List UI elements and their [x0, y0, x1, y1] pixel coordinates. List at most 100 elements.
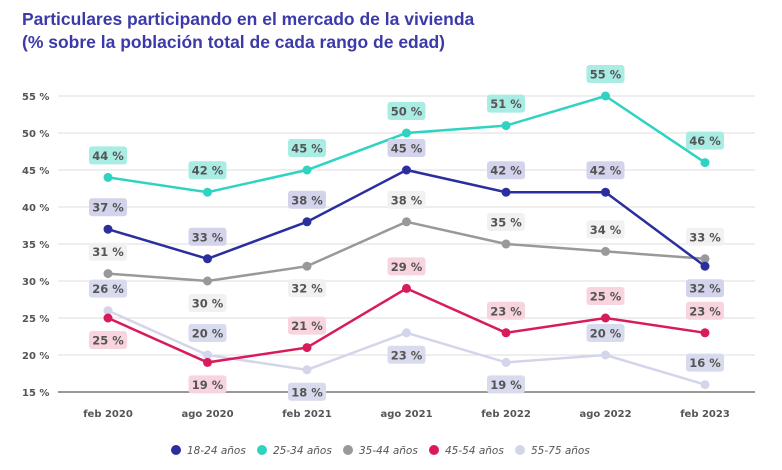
- y-tick-label: 55 %: [22, 92, 49, 103]
- data-label-bg: [387, 102, 426, 120]
- data-label-bg: [387, 257, 426, 276]
- data-point: [601, 91, 610, 101]
- data-label: 25 %: [92, 334, 124, 348]
- data-point: [203, 350, 212, 360]
- data-label-bg: [387, 345, 426, 364]
- data-label: 23 %: [689, 304, 721, 318]
- data-label-bg: [188, 324, 227, 342]
- legend-marker: [257, 445, 267, 455]
- data-label-bg: [188, 375, 227, 394]
- data-label-bg: [89, 198, 127, 217]
- data-point: [501, 187, 511, 197]
- y-tick-label: 30 %: [22, 277, 49, 288]
- legend-label: 35-44 años: [359, 445, 418, 457]
- data-label: 42 %: [490, 164, 522, 178]
- data-point: [601, 187, 610, 197]
- x-tick-label: feb 2022: [481, 409, 531, 420]
- data-point: [501, 328, 511, 338]
- data-label-bg: [586, 287, 625, 305]
- y-tick-label: 15 %: [22, 388, 49, 399]
- data-label: 32 %: [291, 282, 323, 296]
- data-label-bg: [686, 353, 724, 372]
- data-label: 16 %: [689, 356, 721, 370]
- legend-label: 55-75 años: [531, 445, 590, 457]
- x-tick-label: feb 2020: [83, 409, 133, 420]
- legend-marker: [515, 445, 525, 455]
- data-point: [302, 343, 312, 353]
- data-label: 23 %: [490, 304, 522, 318]
- data-point: [501, 121, 511, 131]
- data-label-bg: [586, 161, 625, 180]
- data-point: [402, 283, 411, 293]
- data-point: [302, 217, 312, 227]
- y-tick-label: 50 %: [22, 129, 49, 140]
- data-label-bg: [89, 331, 127, 349]
- data-point: [203, 187, 212, 197]
- data-label-bg: [288, 190, 326, 209]
- data-label: 46 %: [689, 134, 721, 148]
- data-label-bg: [686, 131, 724, 150]
- data-label: 34 %: [590, 223, 622, 237]
- data-label-bg: [487, 94, 525, 113]
- data-label: 45 %: [391, 142, 423, 156]
- data-label: 37 %: [92, 201, 124, 215]
- data-label: 51 %: [490, 97, 522, 111]
- data-label: 38 %: [391, 193, 423, 207]
- x-tick-label: ago 2021: [380, 409, 432, 420]
- data-label: 50 %: [391, 105, 423, 119]
- data-label: 26 %: [92, 282, 124, 296]
- legend-label: 25-34 años: [273, 445, 332, 457]
- data-label: 55 %: [590, 68, 622, 82]
- data-point: [103, 313, 113, 323]
- y-tick-label: 25 %: [22, 314, 49, 325]
- data-label: 33 %: [689, 230, 721, 244]
- legend-label: 18-24 años: [187, 445, 246, 457]
- data-point: [700, 261, 710, 271]
- data-label-bg: [188, 161, 227, 180]
- data-label: 20 %: [192, 327, 224, 341]
- data-label-bg: [487, 301, 525, 320]
- data-label-bg: [188, 227, 227, 246]
- data-point: [203, 276, 212, 286]
- chart-title: Particulares participando en el mercado …: [22, 8, 474, 54]
- y-tick-label: 20 %: [22, 351, 49, 362]
- data-label: 42 %: [192, 164, 224, 178]
- title: Particulares participando en el mercado …: [22, 9, 475, 29]
- data-label: 42 %: [590, 164, 622, 178]
- data-label-bg: [89, 146, 127, 165]
- data-point: [402, 328, 411, 338]
- data-label-bg: [288, 316, 326, 335]
- data-point: [601, 246, 610, 256]
- data-label-bg: [586, 220, 625, 239]
- data-label-bg: [288, 279, 326, 298]
- x-tick-label: feb 2023: [680, 409, 730, 420]
- data-label: 38 %: [291, 193, 323, 207]
- data-label: 20 %: [590, 327, 622, 341]
- data-label: 44 %: [92, 149, 124, 163]
- data-label-bg: [586, 65, 625, 83]
- data-point: [601, 350, 610, 360]
- data-label-bg: [387, 190, 426, 209]
- y-tick-label: 40 %: [22, 203, 49, 214]
- data-label: 45 %: [291, 142, 323, 156]
- data-label: 30 %: [192, 297, 224, 311]
- data-point: [103, 172, 113, 182]
- legend-label: 45-54 años: [445, 445, 504, 457]
- data-label: 33 %: [192, 230, 224, 244]
- data-label: 18 %: [291, 385, 323, 399]
- data-label-bg: [387, 139, 426, 157]
- data-label: 35 %: [490, 216, 522, 230]
- data-label-bg: [288, 139, 326, 157]
- data-label-bg: [288, 382, 326, 401]
- data-label-bg: [487, 161, 525, 180]
- data-point: [700, 254, 710, 264]
- data-label: 23 %: [391, 348, 423, 362]
- y-tick-label: 35 %: [22, 240, 49, 251]
- legend-marker: [429, 445, 439, 455]
- data-point: [203, 357, 212, 367]
- data-label-bg: [686, 227, 724, 246]
- data-label-bg: [686, 279, 724, 298]
- data-label: 29 %: [391, 260, 423, 274]
- data-label-bg: [686, 301, 724, 320]
